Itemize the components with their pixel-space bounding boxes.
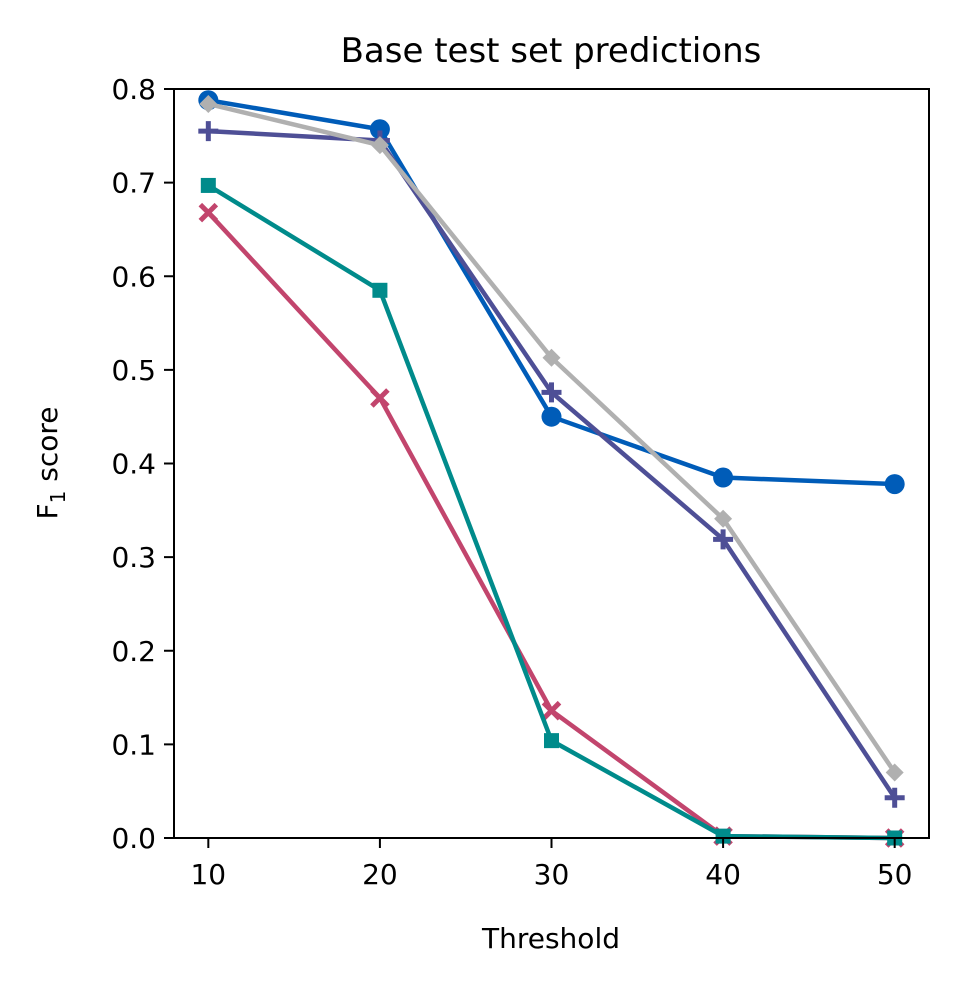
- y-axis-label-rest: score: [31, 407, 64, 491]
- data-point: [198, 121, 219, 142]
- y-axis: 0.0 0.1 0.2 0.3 0.4 0.5 0.6 0.7 0.8: [111, 73, 174, 855]
- data-point: [541, 382, 562, 403]
- series-3: [198, 90, 905, 495]
- data-point: [541, 406, 562, 427]
- x-tick-label: 30: [534, 858, 570, 891]
- series-line: [208, 128, 897, 799]
- data-point: [542, 348, 561, 367]
- y-axis-label: F1 score: [31, 407, 70, 520]
- data-point: [713, 467, 734, 488]
- data-point: [884, 787, 905, 808]
- x-axis-label: Threshold: [481, 922, 620, 955]
- data-point: [200, 177, 216, 193]
- x-tick-label: 10: [190, 858, 226, 891]
- series-1: [198, 202, 905, 848]
- data-point: [884, 474, 905, 495]
- y-tick-label: 0.8: [111, 73, 156, 106]
- series-2: [200, 177, 903, 846]
- data-point: [370, 136, 389, 155]
- x-tick-label: 40: [705, 858, 741, 891]
- data-point: [715, 828, 731, 844]
- data-point: [885, 763, 904, 782]
- data-point: [541, 700, 562, 721]
- series-4: [198, 121, 905, 808]
- y-tick-label: 0.4: [111, 448, 156, 481]
- data-point: [370, 388, 390, 408]
- y-axis-label-main: F: [31, 503, 64, 519]
- y-tick-label: 0.1: [111, 728, 156, 761]
- chart-title: Base test set predictions: [341, 31, 762, 71]
- y-tick-label: 0.6: [111, 260, 156, 293]
- y-tick-label: 0.5: [111, 354, 156, 387]
- data-point: [199, 94, 218, 113]
- y-tick-label: 0.2: [111, 635, 156, 668]
- x-axis: 10 20 30 40 50: [190, 838, 913, 891]
- plot-frame: [173, 88, 930, 839]
- data-point: [713, 529, 734, 550]
- y-tick-label: 0.7: [111, 167, 156, 200]
- data-point: [372, 282, 388, 298]
- data-point: [369, 119, 390, 140]
- plot-area: [198, 90, 905, 848]
- data-point: [714, 509, 733, 528]
- y-tick-label: 0.0: [111, 822, 156, 855]
- data-point: [198, 202, 219, 223]
- y-tick-label: 0.3: [111, 541, 156, 574]
- series-line: [207, 101, 897, 774]
- x-tick-label: 20: [362, 858, 398, 891]
- series-5: [199, 94, 904, 782]
- data-point: [544, 733, 559, 749]
- x-tick-label: 50: [877, 858, 913, 891]
- y-axis-label-subscript: 1: [46, 491, 70, 504]
